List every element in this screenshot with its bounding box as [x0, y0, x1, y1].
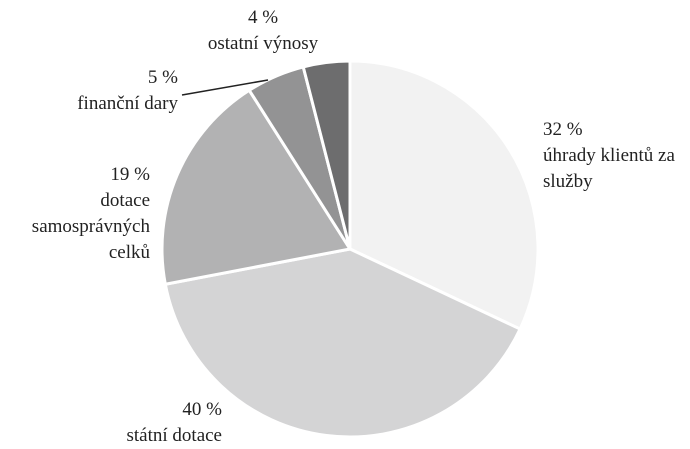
pie-slice — [301, 59, 352, 251]
value-label: 32 % — [543, 119, 583, 140]
slice-label: 5 % finanční dary — [18, 65, 178, 117]
value-label: 19 % — [110, 164, 150, 185]
pie-slice — [163, 247, 522, 439]
slice-label: 19 % dotace samosprávných celků — [2, 162, 150, 266]
category-label: státní dotace — [126, 425, 223, 446]
value-label: 4 % — [247, 7, 279, 28]
value-label: 5 % — [147, 67, 178, 88]
slice-label: 32 % úhrady klientů za služby — [543, 117, 690, 195]
category-label: dotace samosprávných celků — [31, 190, 150, 263]
value-label: 40 % — [182, 399, 222, 420]
slice-label: 4 % ostatní výnosy — [188, 5, 338, 57]
category-label: finanční dary — [77, 93, 178, 114]
pie-slice — [348, 59, 540, 331]
category-label: úhrady klientů za služby — [543, 145, 675, 192]
category-label: ostatní výnosy — [207, 33, 319, 54]
slice-label: 40 % státní dotace — [62, 397, 223, 449]
pie-slice — [160, 88, 352, 286]
leader-line — [181, 79, 269, 96]
